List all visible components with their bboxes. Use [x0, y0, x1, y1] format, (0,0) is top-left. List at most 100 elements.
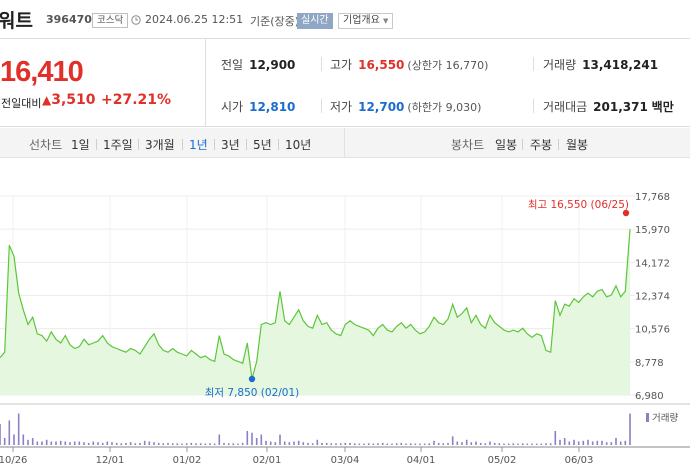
volume-bar [213, 443, 216, 445]
volume-bar [344, 442, 347, 445]
y-tick-label: 15,970 [635, 225, 670, 236]
volume-bar [517, 443, 519, 445]
volume-bar [615, 438, 617, 445]
period-sep [96, 139, 97, 150]
volume-bar [577, 441, 580, 445]
clock-icon [131, 15, 141, 25]
stock-code: 396470 [46, 13, 92, 26]
volume-bar [59, 440, 62, 445]
volume-bar [83, 442, 85, 445]
volume-bar [101, 442, 104, 445]
volume-bar [619, 441, 622, 445]
volume-bar [503, 443, 505, 445]
volume-bar [479, 442, 482, 445]
volume-bar [624, 440, 627, 445]
open-label: 시가 [221, 100, 244, 114]
lower-limit-value: 9,030 [445, 101, 478, 114]
volume-bar [587, 439, 589, 446]
candle-monthly[interactable]: 월봉 [566, 138, 589, 152]
volume-bar [31, 438, 34, 445]
line-chart-label: 선차트 [29, 138, 63, 152]
upper-limit-label: 상한가 [411, 59, 443, 72]
volume-bar [241, 442, 244, 445]
price-chart[interactable]: 17,768 15,970 14,172 12,374 10,576 8,778 6,980… [0, 160, 690, 469]
volume-legend: 거래량 [646, 410, 678, 424]
price-line [0, 229, 631, 380]
volume-bar [251, 432, 253, 446]
volume-bar [465, 439, 468, 446]
trade-value-label: 거래대금 [543, 100, 588, 114]
volume-bar [120, 443, 123, 446]
y-tick-label: 6,980 [635, 391, 664, 402]
volume-bar [279, 434, 281, 445]
up-triangle-icon: ▲ [42, 93, 52, 107]
realtime-button[interactable]: 실시간 [297, 13, 333, 29]
quote-divider [205, 38, 206, 127]
high-marker [622, 209, 630, 217]
volume-bar [423, 443, 426, 445]
volume-bar [381, 442, 384, 445]
volume-bar [391, 443, 393, 445]
high-label: 고가 [330, 58, 353, 72]
volume-bar [610, 442, 613, 445]
period-1w[interactable]: 1주일 [103, 138, 133, 152]
volume-bar [554, 431, 557, 445]
high-stat: 고가 16,550 (상한가 16,770) [330, 56, 488, 73]
volume-bar [367, 443, 370, 446]
volume-bar [246, 431, 249, 445]
volume-bar [27, 439, 29, 446]
volume-bar [171, 443, 174, 446]
period-3y[interactable]: 3년 [221, 138, 240, 152]
period-sep [558, 139, 559, 150]
period-1y[interactable]: 1년 [189, 138, 208, 152]
volume-bar [330, 443, 333, 446]
volume-bar [442, 443, 445, 446]
volume-bar [353, 443, 356, 446]
volume-bar [339, 443, 342, 446]
period-1d[interactable]: 1일 [71, 138, 90, 152]
period-3m[interactable]: 3개월 [145, 138, 175, 152]
candle-weekly[interactable]: 주봉 [530, 138, 553, 152]
volume-bar [377, 443, 379, 446]
low-label: 저가 [330, 100, 353, 114]
volume-bar [125, 442, 127, 445]
volume-bar [526, 443, 529, 445]
volume-bar [181, 443, 183, 445]
volume-bar [531, 443, 533, 445]
volume-bar [512, 443, 515, 446]
x-tick-label: 10/26 [0, 455, 27, 466]
volume-bar [405, 443, 407, 445]
volume-bar [433, 440, 435, 445]
volume-bar [451, 436, 454, 446]
x-tick-label: 03/04 [331, 455, 360, 466]
prev-close-value: 12,900 [249, 58, 296, 72]
upper-limit: (상한가 16,770) [407, 59, 489, 72]
volume-bar [195, 443, 197, 446]
candle-chart-label: 봉차트 [451, 138, 485, 152]
chevron-down-icon: ▼ [383, 17, 389, 25]
volume-bar [232, 443, 235, 446]
low-stat: 저가 12,700 (하한가 9,030) [330, 98, 481, 115]
low-marker [248, 375, 256, 383]
volume-bar [115, 442, 118, 445]
volume-bar [22, 434, 25, 445]
period-10y[interactable]: 10년 [285, 138, 312, 152]
period-5y[interactable]: 5년 [253, 138, 272, 152]
volume-legend-swatch [646, 413, 649, 422]
y-tick-label: 10,576 [635, 325, 670, 336]
candle-daily[interactable]: 일봉 [495, 138, 518, 152]
volume-bar [409, 443, 412, 446]
volume-bar [41, 441, 43, 445]
volume-bar [69, 442, 71, 445]
quote-basis: 기준(장중) [250, 15, 300, 28]
change-amount-value: 3,510 [51, 92, 96, 108]
volume-bar [50, 441, 53, 445]
y-tick-label: 8,778 [635, 358, 664, 369]
x-tick-label: 04/01 [407, 455, 436, 466]
volume-bar [153, 442, 155, 445]
company-overview-dropdown[interactable]: 기업개요 ▼ [338, 13, 394, 29]
volume-bar [73, 441, 76, 445]
y-tick-label: 12,374 [635, 292, 670, 303]
volume-bar [143, 440, 146, 445]
change-percent: +27.21% [101, 92, 172, 108]
